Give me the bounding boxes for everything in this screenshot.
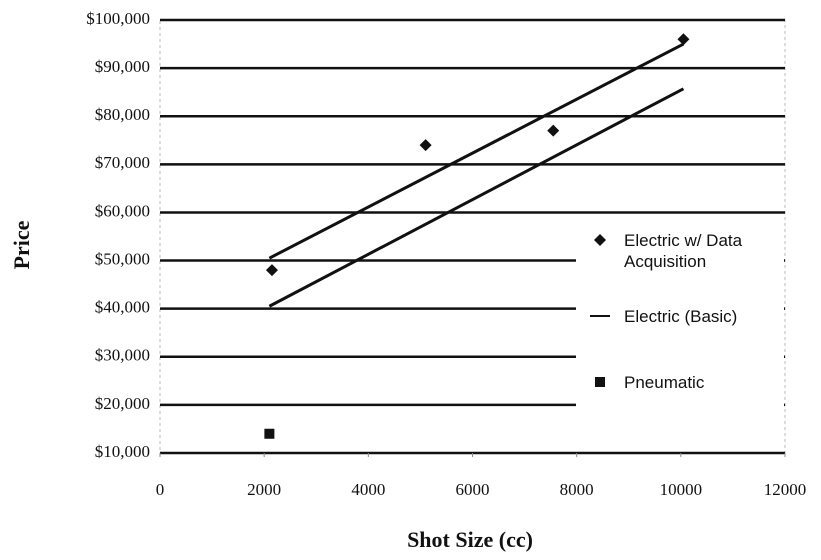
x-tick-label: 8000 — [560, 480, 594, 499]
legend-swatch — [590, 315, 610, 317]
x-tick-label: 0 — [156, 480, 165, 499]
y-tick-label: $10,000 — [95, 442, 150, 461]
x-axis-title: Shot Size (cc) — [407, 527, 533, 552]
legend-swatch — [594, 234, 606, 246]
y-axis-title: Price — [9, 220, 34, 269]
x-tick-label: 10000 — [660, 480, 703, 499]
y-tick-label: $80,000 — [95, 105, 150, 124]
point — [547, 124, 560, 137]
legend-item: Electric w/ Data Acquisition — [576, 230, 774, 272]
legend-label: Electric (Basic) — [624, 307, 738, 326]
legend-swatch — [595, 377, 605, 387]
point — [264, 428, 275, 439]
trend-line — [268, 42, 685, 260]
y-tick-label: $60,000 — [95, 201, 150, 220]
point — [594, 234, 606, 246]
y-tick-label: $30,000 — [95, 346, 150, 365]
point — [419, 139, 432, 152]
y-tick-label: $70,000 — [95, 153, 150, 172]
legend-item: Electric (Basic) — [576, 306, 774, 327]
x-tick-label: 4000 — [351, 480, 385, 499]
x-tick-label: 2000 — [247, 480, 281, 499]
point — [677, 33, 690, 46]
y-tick-label: $20,000 — [95, 394, 150, 413]
y-tick-label: $50,000 — [95, 249, 150, 268]
x-tick-label: 6000 — [456, 480, 490, 499]
trend-line — [268, 87, 685, 308]
legend-label: Electric w/ Data Acquisition — [624, 231, 743, 271]
x-tick-label: 12000 — [764, 480, 807, 499]
legend-label: Pneumatic — [624, 373, 705, 392]
y-tick-label: $100,000 — [86, 9, 150, 28]
y-tick-label: $40,000 — [95, 298, 150, 317]
y-tick-label: $90,000 — [95, 57, 150, 76]
point — [265, 264, 278, 277]
point — [595, 377, 605, 387]
legend-item: Pneumatic — [576, 372, 774, 393]
legend: Electric w/ Data Acquisition Electric (Ba… — [576, 222, 784, 438]
